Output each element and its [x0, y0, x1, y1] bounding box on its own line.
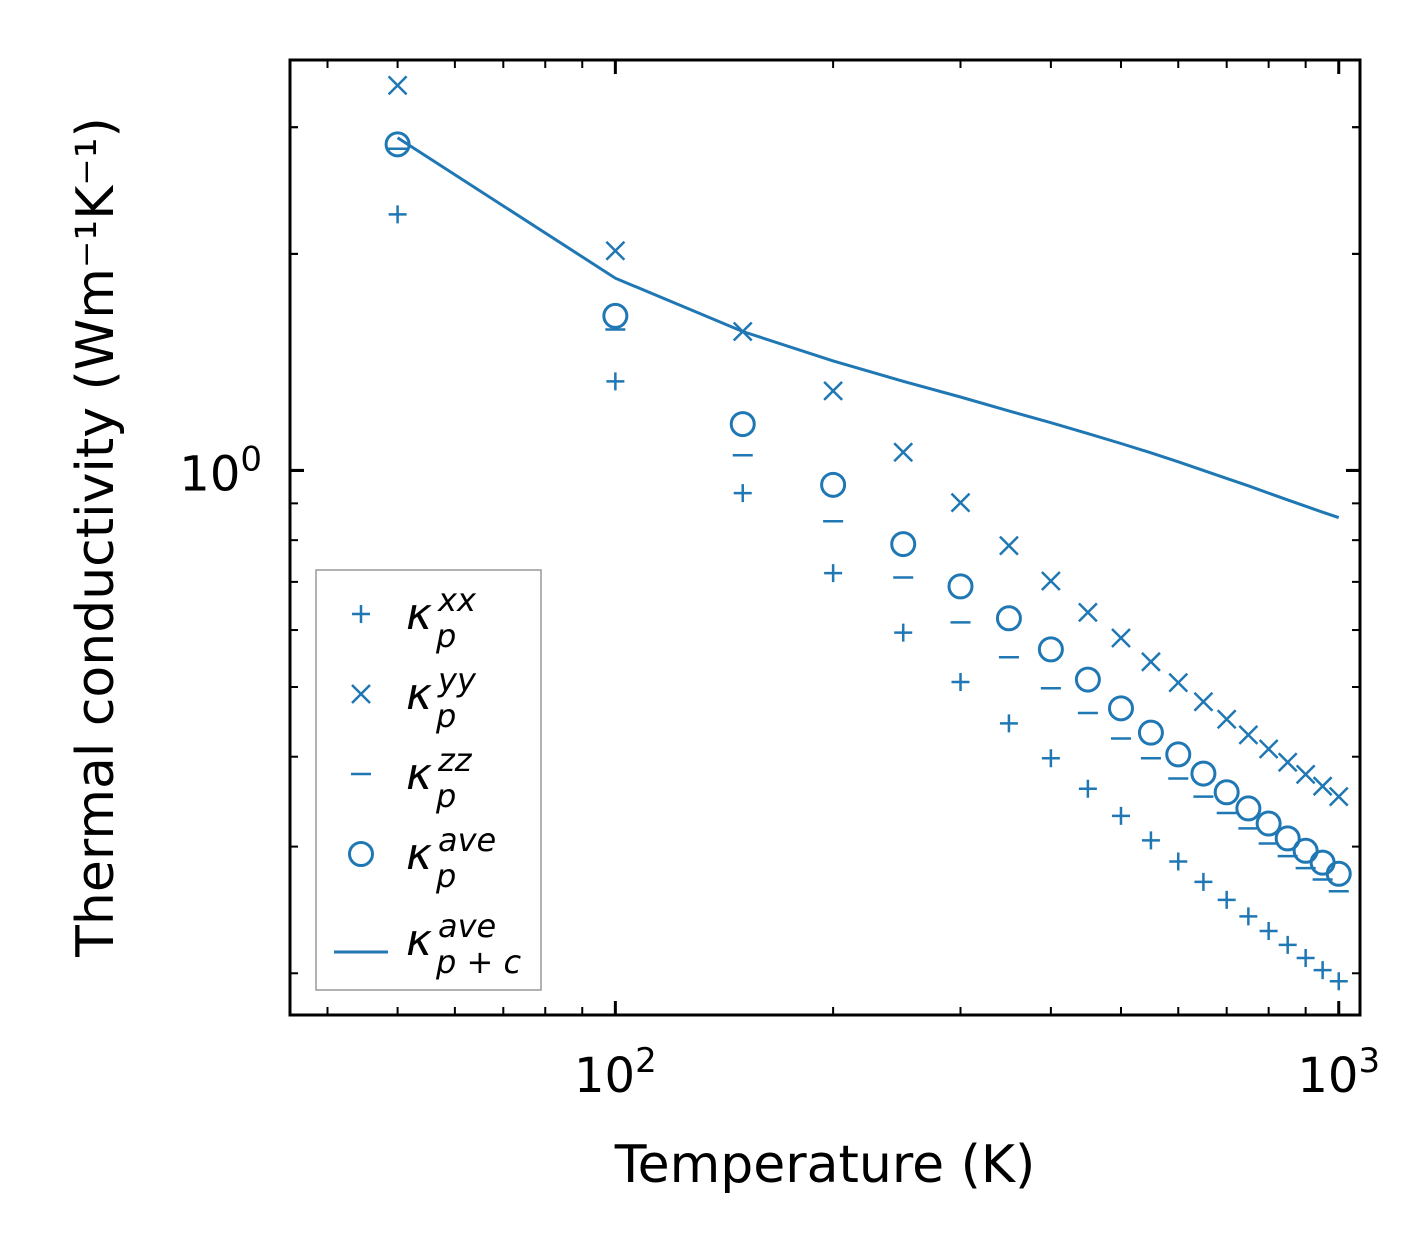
data-point — [1074, 666, 1101, 693]
data-point — [999, 714, 1018, 733]
data-point — [1141, 651, 1161, 672]
data-point — [1217, 890, 1236, 909]
data-point — [1258, 739, 1279, 759]
data-point — [1137, 719, 1164, 746]
data-point — [1111, 806, 1130, 825]
data-point — [1274, 825, 1301, 852]
data-point — [729, 411, 756, 438]
data-point — [1255, 810, 1282, 837]
y-tick-label: 100 — [179, 439, 262, 502]
data-point — [1216, 709, 1237, 730]
data-point — [1040, 571, 1061, 591]
legend: κ xx pκ yy pκ zz pκ ave p κ ave p + c — [315, 569, 542, 991]
legend-swatch — [352, 605, 370, 623]
data-point — [1194, 872, 1213, 891]
data-point — [1277, 752, 1298, 773]
data-point — [602, 302, 629, 329]
x-tick-labels: 102 103 — [574, 1041, 1380, 1104]
data-point — [995, 605, 1022, 632]
legend-label: κ ave p + c — [406, 907, 521, 981]
data-point — [388, 205, 407, 224]
data-point — [1259, 921, 1278, 940]
legend-entry: κ zz p — [351, 741, 473, 815]
data-point — [1141, 831, 1160, 850]
legend-swatch — [351, 684, 371, 704]
data-point — [894, 623, 913, 642]
data-point — [1278, 935, 1297, 954]
data-point — [1107, 695, 1134, 722]
data-point — [893, 442, 914, 463]
data-point — [823, 381, 844, 401]
data-point — [605, 240, 626, 261]
y-tick-labels: 100 — [179, 439, 262, 502]
data-point — [1190, 760, 1217, 787]
data-point — [606, 372, 625, 391]
data-point — [1077, 602, 1098, 623]
data-point — [1325, 860, 1352, 887]
plot-frame — [288, 58, 1362, 1017]
data-point — [1295, 764, 1316, 785]
data-point — [1111, 628, 1131, 648]
data-point — [1169, 852, 1188, 871]
data-point — [1193, 691, 1214, 712]
data-point — [387, 75, 408, 96]
legend-label: κ yy p — [406, 661, 477, 735]
legend-entry: κ ave p — [348, 821, 496, 895]
data-point — [1213, 779, 1240, 806]
data-point — [999, 535, 1019, 556]
data-point — [1329, 972, 1348, 991]
series-kappa_p^ave — [384, 131, 1352, 887]
data-point — [820, 471, 847, 498]
data-point — [890, 531, 917, 558]
data-point — [1165, 741, 1192, 768]
series-kappa_p+c^ave — [396, 136, 1340, 520]
data-point — [951, 673, 970, 692]
data-point — [1078, 779, 1097, 798]
data-point — [1238, 724, 1259, 745]
data-point — [947, 573, 974, 600]
data-point — [1041, 749, 1060, 768]
data-point — [1328, 786, 1349, 807]
series-kappa_p^zz — [387, 147, 1349, 893]
legend-entry: κ ave p + c — [334, 907, 521, 981]
data-point — [1296, 949, 1315, 968]
legend-entry: κ xx p — [352, 581, 477, 655]
data-point — [1313, 961, 1332, 980]
data-point — [1037, 636, 1064, 663]
data-point — [824, 564, 843, 583]
x-axis-label: Temperature (K) — [614, 1135, 1036, 1195]
data-point — [1292, 837, 1319, 864]
legend-label: κ zz p — [406, 741, 473, 815]
x-tick-label: 102 — [574, 1041, 657, 1104]
x-tick-label: 103 — [1297, 1041, 1380, 1104]
legend-entry: κ yy p — [351, 661, 477, 735]
data-marks — [384, 75, 1352, 991]
y-axis-label: Thermal conductivity (Wm⁻¹K⁻¹) — [66, 117, 126, 958]
legend-box — [315, 569, 542, 991]
data-point — [733, 484, 752, 503]
data-point — [1312, 776, 1333, 797]
legend-swatch — [348, 841, 374, 867]
data-point — [950, 492, 971, 513]
series-kappa_p^yy — [387, 75, 1349, 807]
legend-label: κ xx p — [406, 581, 477, 655]
legend-label: κ ave p — [406, 821, 496, 895]
data-point — [1239, 907, 1258, 926]
series-kappa_p^xx — [388, 205, 1348, 991]
series-line — [396, 136, 1340, 520]
data-point — [1235, 795, 1262, 822]
data-point — [1168, 672, 1189, 693]
